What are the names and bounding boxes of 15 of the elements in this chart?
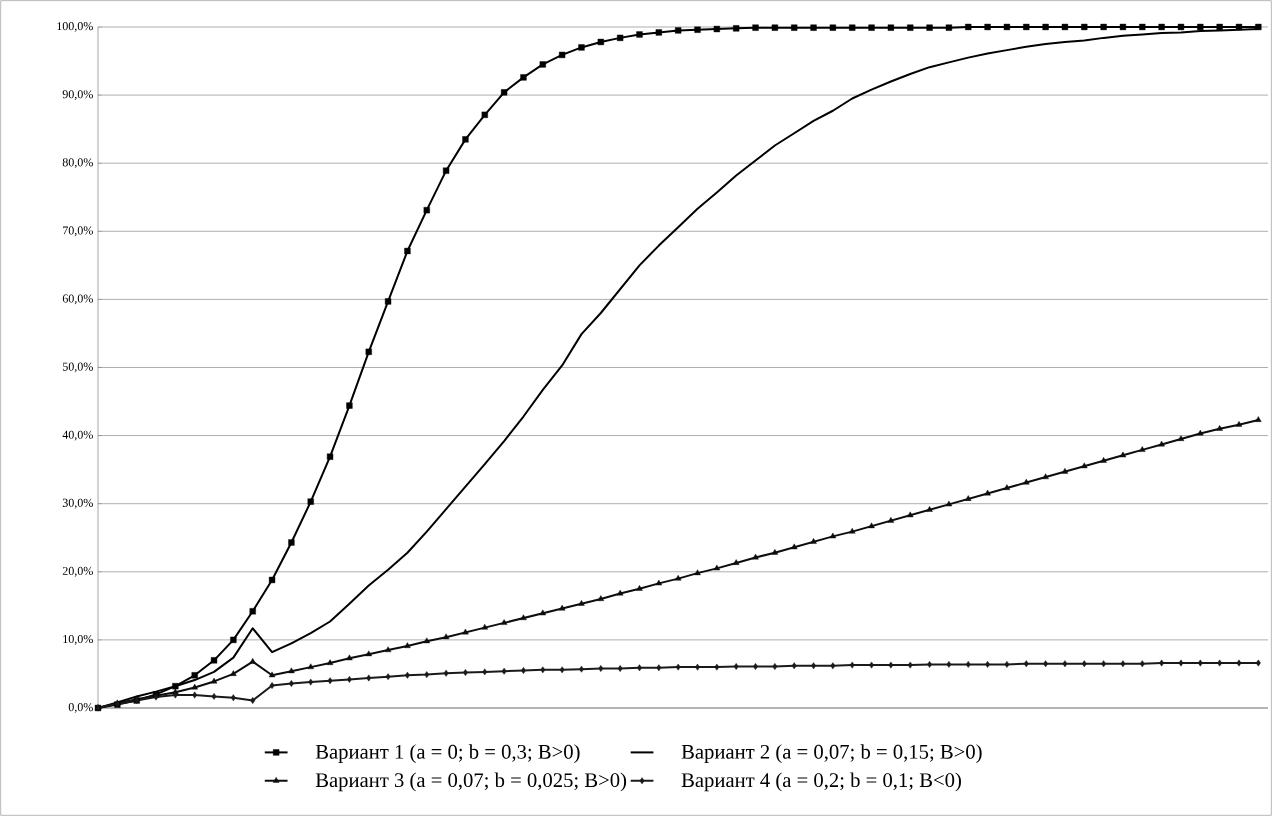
y-tick-label: 70,0%: [63, 226, 93, 237]
y-tick-label: 60,0%: [62, 294, 93, 305]
y-tick-label: 10,0%: [63, 634, 93, 645]
y-tick-label: 80,0%: [62, 158, 93, 169]
legend-label: Вариант 2 (a = 0,07; b = 0,15; B>0): [681, 744, 982, 763]
legend-label: Вариант 1 (a = 0; b = 0,3; B>0): [315, 744, 580, 763]
y-tick-label: 40,0%: [62, 430, 93, 441]
y-tick-label: 100,0%: [57, 22, 93, 32]
legend-label: Вариант 4 (a = 0,2; b = 0,1; B<0): [681, 772, 961, 792]
y-tick-label: 30,0%: [62, 498, 93, 509]
y-tick-label: 20,0%: [62, 566, 93, 577]
y-tick-label: 90,0%: [62, 90, 93, 100]
legend-label: Вариант 3 (a = 0,07; b = 0,025; B>0): [315, 772, 627, 792]
y-tick-label: 50,0%: [62, 362, 93, 373]
y-tick-label: 0,0%: [68, 703, 93, 713]
